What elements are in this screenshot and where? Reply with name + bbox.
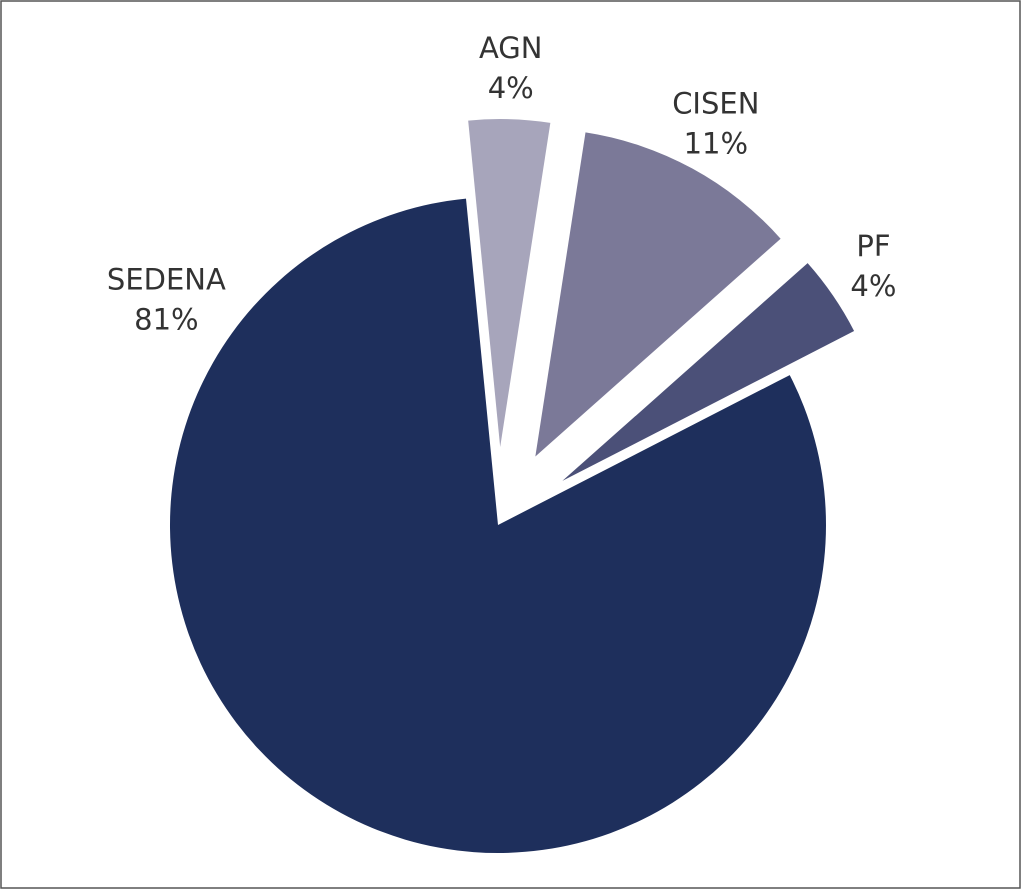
- pie-slice: [169, 198, 827, 853]
- slice-value-label: 4%: [850, 269, 896, 303]
- pie-slice: [562, 263, 855, 481]
- pie-slice: [535, 132, 781, 457]
- slice-value-label: 81%: [134, 302, 198, 336]
- slice-label: SEDENA: [107, 262, 226, 296]
- slice-label: PF: [856, 229, 890, 263]
- pie-slice: [468, 119, 551, 448]
- slice-value-label: 11%: [684, 127, 748, 161]
- slice-value-label: 4%: [488, 71, 534, 105]
- slice-label: AGN: [479, 31, 543, 65]
- slice-label: CISEN: [672, 87, 759, 121]
